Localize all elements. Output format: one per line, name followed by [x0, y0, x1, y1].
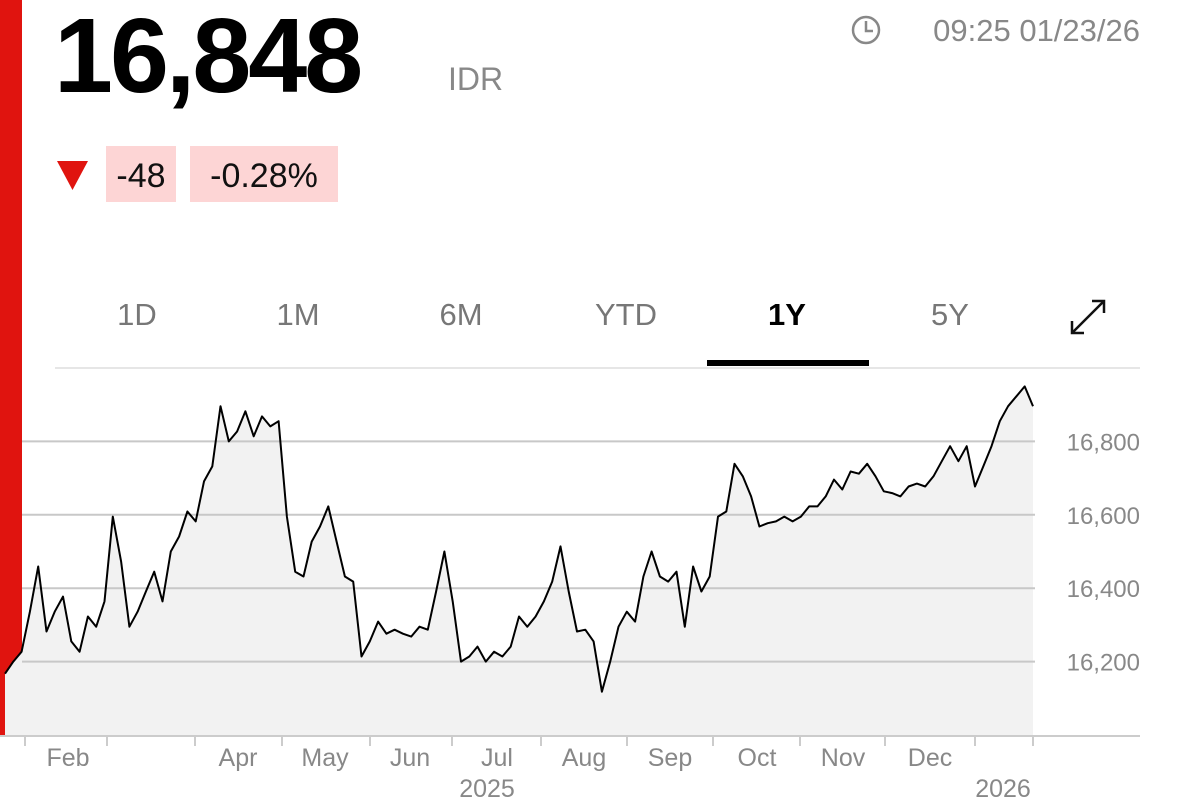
x-tick-label: Nov	[821, 744, 866, 772]
x-tick-label: Oct	[738, 744, 777, 772]
x-tick-label: Jun	[390, 744, 430, 772]
change-percent: -0.28%	[210, 157, 318, 195]
x-tick-label: Sep	[648, 744, 692, 772]
clock-icon	[851, 15, 881, 45]
currency: IDR	[448, 61, 503, 97]
x-tick-label: Apr	[219, 744, 258, 772]
y-tick-label: 16,200	[1067, 650, 1140, 677]
year-label: 2025	[459, 775, 515, 800]
price-line	[4, 385, 1034, 693]
tab[interactable]: 5Y	[931, 297, 969, 332]
tab[interactable]: 6M	[439, 297, 482, 332]
tab[interactable]: 1D	[117, 297, 157, 332]
year-label: 2026	[975, 775, 1031, 800]
x-tick-label: Dec	[908, 744, 952, 772]
down-arrow	[57, 161, 88, 190]
price: 16,848	[54, 0, 360, 115]
x-tick-label: Feb	[46, 744, 89, 772]
change-box	[106, 146, 176, 202]
tabs: 1D 1M 6M YTD 1Y 5Y	[117, 297, 969, 366]
chart: 16,200 16,400 16,600 16,800 Feb Apr May Jun Jul A…	[0, 367, 1140, 800]
x-tick-label: Jul	[481, 744, 513, 772]
tab[interactable]: 1M	[276, 297, 319, 332]
change-percent-box	[190, 146, 338, 202]
x-tick-label: Aug	[562, 744, 606, 772]
expand-icon[interactable]	[1070, 299, 1106, 335]
y-tick-label: 16,400	[1067, 576, 1140, 603]
y-tick-label: 16,800	[1067, 429, 1140, 456]
tab-underline	[707, 360, 869, 366]
timestamp: 09:25 01/23/26	[933, 13, 1140, 48]
change: -48	[116, 157, 165, 195]
y-tick-label: 16,600	[1067, 503, 1140, 530]
area	[5, 386, 1033, 735]
x-tick-label: May	[301, 744, 349, 772]
tab[interactable]: 1Y	[768, 297, 806, 332]
side-bar	[0, 0, 22, 736]
tab[interactable]: YTD	[595, 297, 657, 332]
